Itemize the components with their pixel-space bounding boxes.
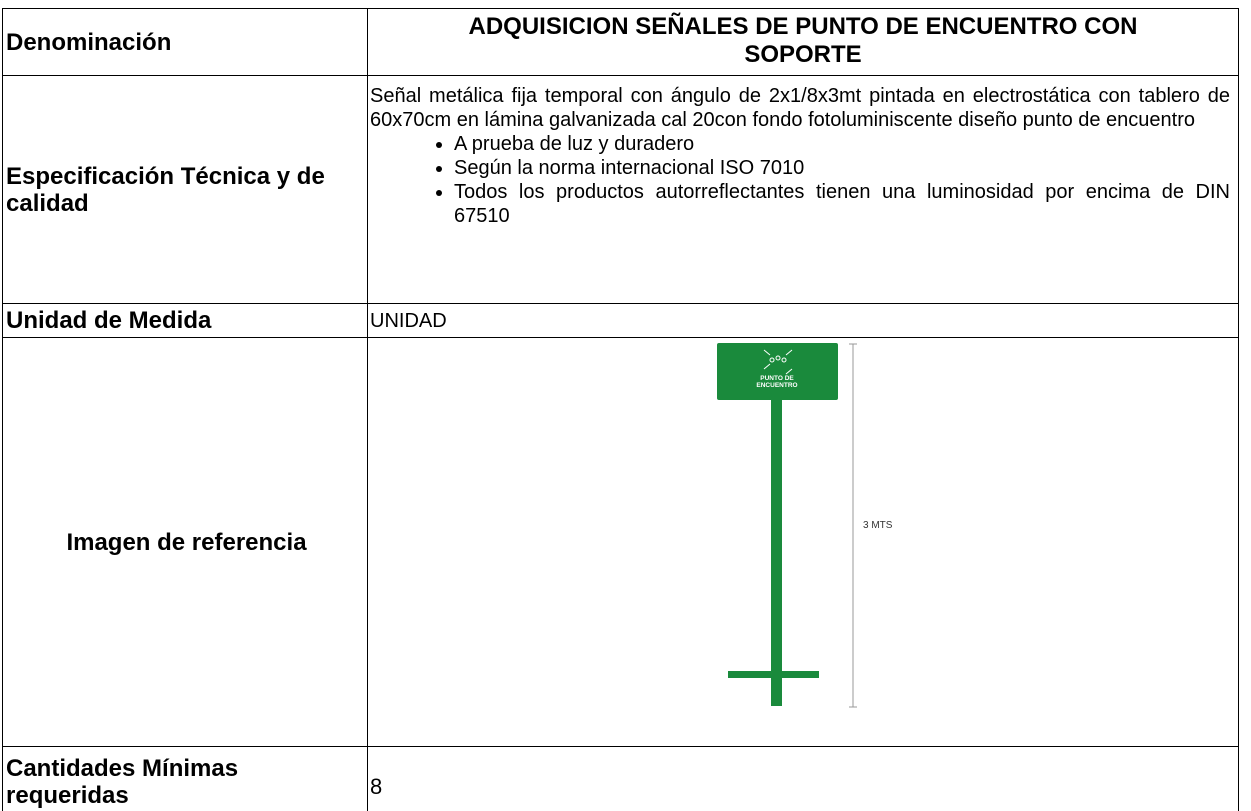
label: Especificación Técnica y de calidad	[6, 162, 325, 217]
pole	[771, 400, 782, 706]
value: UNIDAD	[370, 310, 447, 332]
row-label: Denominación	[2, 8, 368, 76]
row-value: Señal metálica fija temporal con ángulo …	[367, 75, 1239, 304]
row-label: Cantidades Mínimas requeridas	[2, 746, 368, 811]
row-value: PUNTO DE ENCUENTRO 3 MTS	[367, 337, 1239, 747]
label: Cantidades Mínimas requeridas	[6, 755, 239, 809]
row-value: UNIDAD	[367, 303, 1239, 338]
sign-text: ENCUENTRO	[756, 382, 797, 389]
bullet: Todos los productos autorreflectantes ti…	[454, 180, 1230, 228]
label: Unidad de Medida	[6, 307, 212, 334]
label: Imagen de referencia	[66, 528, 307, 556]
label: Denominación	[6, 28, 172, 56]
bullet: Según la norma internacional ISO 7010	[454, 156, 1230, 180]
row-value: ADQUISICION SEÑALES DE PUNTO DE ENCUENTR…	[367, 8, 1239, 76]
dimension-label: 3 MTS	[863, 520, 893, 531]
sign-icon	[763, 349, 793, 375]
row-label: Unidad de Medida	[2, 303, 368, 338]
bullet: A prueba de luz y duradero	[454, 132, 1230, 156]
row-label: Especificación Técnica y de calidad	[2, 75, 368, 304]
row-value: 8	[367, 746, 1239, 811]
row-label: Imagen de referencia	[2, 337, 368, 747]
value: 8	[370, 774, 383, 799]
sign-board	[717, 343, 838, 400]
bullet-list: A prueba de luz y duradero Según la norm…	[370, 132, 1230, 228]
sign-text: PUNTO DE	[760, 375, 794, 382]
reference-image: PUNTO DE ENCUENTRO 3 MTS	[717, 343, 893, 708]
crossbar	[728, 671, 819, 678]
description: Señal metálica fija temporal con ángulo …	[370, 85, 1230, 131]
title: ADQUISICION SEÑALES DE PUNTO DE ENCUENTR…	[468, 13, 1138, 68]
